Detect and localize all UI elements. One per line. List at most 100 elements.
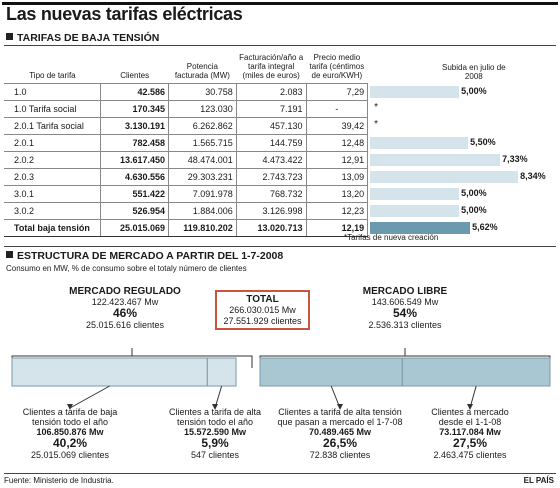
bar-label: 7,33%	[502, 153, 528, 164]
cell-potencia: 123.030	[168, 100, 237, 118]
arrow-icon	[67, 404, 73, 410]
cell-tipo: 2.0.2	[4, 151, 102, 169]
arrow-icon	[337, 404, 343, 410]
cell-facturacion: 3.126.998	[235, 202, 307, 220]
cell-subida: 8,34%	[368, 169, 560, 186]
segment-clients: 547 clientes	[190, 450, 240, 460]
table-row: 2.0.3 4.630.556 29.303.231 2.743.723 13,09 8,…	[4, 168, 560, 186]
header-subida-label: Subida en julio de 2008	[442, 62, 506, 81]
cell-tipo: 2.0.1 Tarifa social	[4, 117, 102, 135]
section-1-heading: TARIFAS DE BAJA TENSIÓN	[6, 32, 159, 44]
square-bullet-icon	[6, 251, 13, 258]
section-2-heading: ESTRUCTURA DE MERCADO A PARTIR DEL 1-7-2…	[6, 250, 283, 262]
footnote: *Tarifas de nueva creación	[344, 233, 439, 242]
total-box: TOTAL 266.030.015 Mw 27.551.929 clientes	[215, 290, 310, 330]
cell-precio: 13,09	[305, 168, 369, 186]
total-name: TOTAL	[246, 294, 279, 305]
cell-potencia: 7.091.978	[168, 185, 237, 203]
bar	[370, 153, 501, 166]
cell-precio: 12,23	[305, 202, 369, 220]
section-2-label: ESTRUCTURA DE MERCADO A PARTIR DEL 1-7-2…	[17, 250, 284, 262]
header-subida: Subida en julio de 2008	[368, 48, 560, 84]
segment-clients: 25.015.069 clientes	[30, 450, 110, 460]
cell-clientes: 25.015.069	[100, 219, 169, 237]
cell-subida: 5,62%	[368, 220, 560, 237]
total-mw: 266.030.015 Mw	[229, 305, 296, 315]
bar	[370, 187, 460, 200]
segment-pct: 5,9%	[201, 436, 229, 450]
segment-label: Clientes a tarifa de baja tensión todo el…	[0, 407, 145, 460]
segment-l1: Clientes a tarifa de baja	[22, 407, 118, 417]
bar-label: 5,62%	[472, 221, 498, 232]
cell-potencia: 48.474.001	[168, 151, 237, 169]
bar-label: 5,00%	[461, 187, 487, 198]
cell-subida: 5,00%	[368, 203, 560, 220]
market-segment-bar	[259, 357, 403, 387]
market-segment-bar	[206, 357, 237, 387]
cell-potencia: 29.303.231	[168, 168, 237, 186]
segment-l2: que pasan a mercado el 1-7-08	[277, 417, 403, 427]
cell-precio: -	[305, 100, 369, 118]
bar-label: *	[374, 101, 379, 113]
segment-mw: 73.117.084 Mw	[439, 427, 501, 437]
table-row: 3.0.2 526.954 1.884.006 3.126.998 12,23 5,00%	[4, 202, 560, 220]
bar-label: 5,00%	[461, 204, 487, 215]
cell-facturacion: 768.732	[235, 185, 307, 203]
segment-mw: 70.489.465 Mw	[308, 427, 372, 437]
section-2-subtitle: Consumo en MW, % de consumo sobre el tot…	[6, 264, 247, 273]
cell-clientes: 170.345	[100, 100, 169, 118]
cell-precio: 12,19	[305, 219, 369, 237]
cell-facturacion: 4.473.422	[235, 151, 307, 169]
segment-pct: 40,2%	[52, 436, 88, 450]
cell-facturacion: 13.020.713	[235, 219, 307, 237]
cell-potencia: 30.758	[168, 83, 237, 101]
header-clientes: Clientes	[120, 71, 150, 80]
cell-facturacion: 457.130	[235, 117, 307, 135]
cell-potencia: 6.262.862	[168, 117, 237, 135]
cell-clientes: 13.617.450	[100, 151, 169, 169]
bar-label: *	[374, 118, 379, 130]
footer-rule	[4, 473, 556, 474]
regulado-pct: 46%	[112, 306, 138, 320]
libre-block: MERCADO LIBRE 143.606.549 Mw 54% 2.536.3…	[320, 286, 490, 331]
main-title: Las nuevas tarifas eléctricas	[6, 4, 243, 24]
table-row: 2.0.1 Tarifa social 3.130.191 6.262.862 457…	[4, 117, 560, 135]
regulado-block: MERCADO REGULADO 122.423.467 Mw 46% 25.0…	[40, 287, 210, 331]
brand-logo: EL PAÍS	[523, 476, 554, 485]
segment-l2: tensión todo el año	[31, 417, 109, 427]
cell-subida: *	[368, 118, 560, 135]
segment-mw: 15.572.590 Mw	[183, 427, 247, 437]
segment-label: Clientes a tarifa de alta tensión que pas…	[265, 407, 415, 460]
segment-l1: Clientes a tarifa de alta tensión	[278, 407, 402, 417]
cell-precio: 39,42	[305, 117, 369, 135]
libre-name: MERCADO LIBRE	[362, 286, 448, 297]
regulado-mw: 122.423.467 Mw	[91, 297, 159, 307]
table-row: 1.0 Tarifa social 170.345 123.030 7.191- *	[4, 100, 560, 118]
cell-subida: 5,00%	[368, 84, 560, 101]
cell-clientes: 782.458	[100, 134, 169, 152]
segment-l1: Clientes a mercado	[431, 407, 509, 417]
table-row: 2.0.2 13.617.450 48.474.001 4.473.422 12,91 7…	[4, 151, 560, 169]
header-facturacion: Facturación/año a tarifa integral (miles…	[239, 53, 304, 80]
market-segment-bar	[401, 357, 551, 387]
arrow-icon	[467, 404, 473, 410]
section-1-rule	[4, 45, 556, 46]
cell-precio: 12,48	[305, 134, 369, 152]
header-precio: Precio medio tarifa (céntimos de euro/KW…	[309, 53, 365, 80]
tariff-table: Tipo de tarifa Clientes Potencia factura…	[4, 48, 560, 237]
header-potencia: Potencia facturada (MW)	[174, 62, 230, 80]
cell-clientes: 3.130.191	[100, 117, 169, 135]
segment-mw: 106.850.876 Mw	[36, 427, 104, 437]
cell-subida: 7,33%	[368, 152, 560, 169]
cell-clientes: 4.630.556	[100, 168, 169, 186]
segment-clients: 2.463.475 clientes	[433, 450, 507, 460]
cell-facturacion: 7.191	[235, 100, 307, 118]
section-1-label: TARIFAS DE BAJA TENSIÓN	[17, 32, 160, 44]
header-tipo: Tipo de tarifa	[29, 71, 76, 80]
market-segment-bar	[11, 357, 208, 387]
cell-potencia: 1.884.006	[168, 202, 237, 220]
cell-tipo: 3.0.2	[4, 202, 102, 220]
segment-pct: 27,5%	[452, 436, 488, 450]
cell-precio: 13,20	[305, 185, 369, 203]
pointer-line	[69, 385, 110, 409]
